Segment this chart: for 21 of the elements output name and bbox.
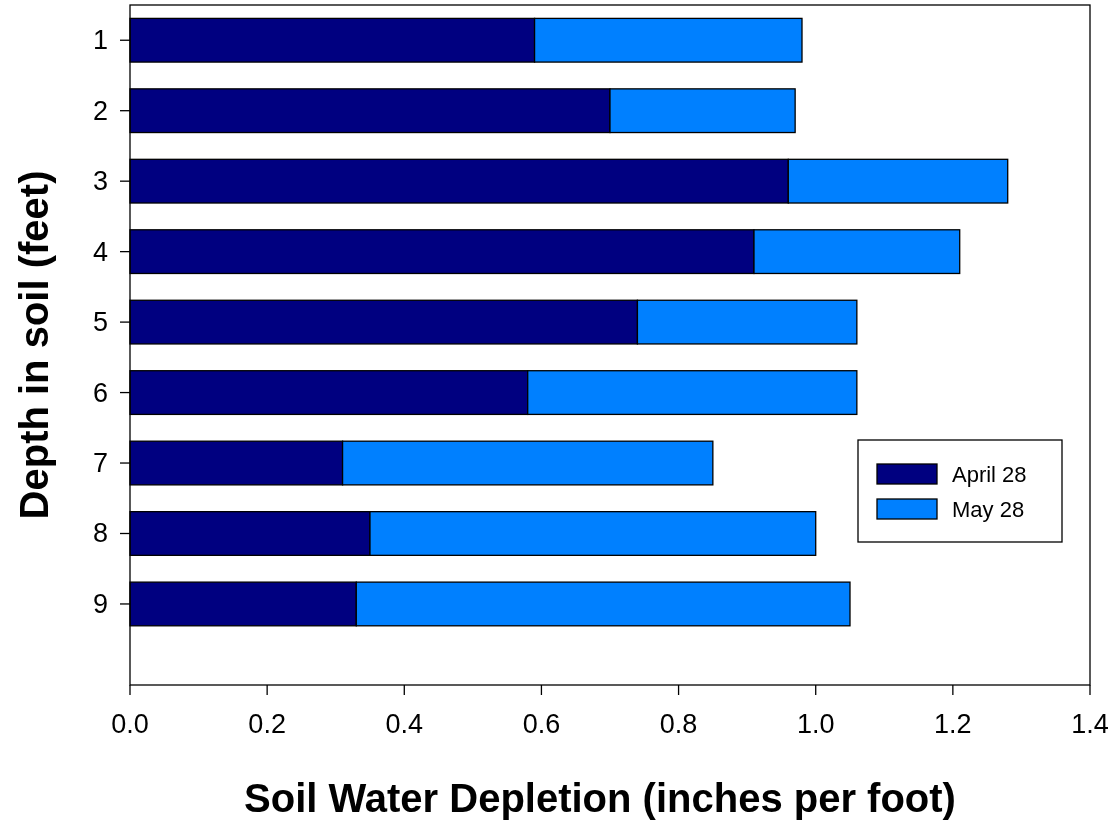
y-tick-label: 3 xyxy=(92,166,108,197)
x-tick-label: 0.0 xyxy=(111,709,149,739)
y-tick-label: 7 xyxy=(92,448,108,479)
x-tick-label: 0.8 xyxy=(659,709,698,739)
x-tick-label: 1.2 xyxy=(934,709,972,739)
y-tick-label: 9 xyxy=(92,588,108,619)
x-tick-label: 1.0 xyxy=(796,709,835,739)
x-tick-label: 0.2 xyxy=(248,709,286,739)
x-tick-label: 1.4 xyxy=(1071,709,1109,739)
legend-label: May 28 xyxy=(952,497,1025,522)
y-tick-label: 6 xyxy=(92,377,108,408)
x-tick-label: 0.6 xyxy=(522,709,561,739)
y-axis-title: Depth in soil (feet) xyxy=(12,170,56,520)
x-tick-label: 0.4 xyxy=(385,709,424,739)
y-tick-label: 8 xyxy=(92,518,108,549)
y-tick-label: 1 xyxy=(92,25,108,56)
y-tick-label: 5 xyxy=(92,307,108,338)
x-axis-title: Soil Water Depletion (inches per foot) xyxy=(244,776,956,820)
y-tick-label: 4 xyxy=(92,236,108,267)
legend-label: April 28 xyxy=(952,462,1027,487)
y-tick-label: 2 xyxy=(92,95,108,126)
